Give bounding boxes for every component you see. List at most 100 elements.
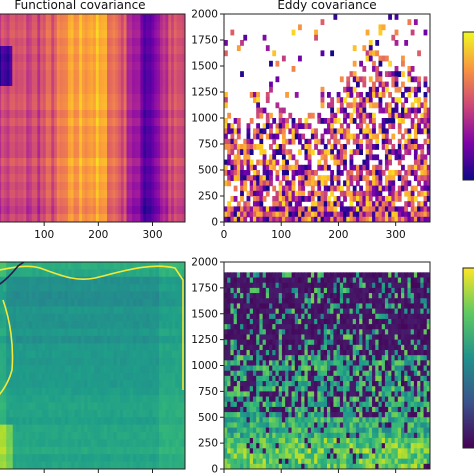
heatmap-cell <box>116 350 121 359</box>
heatmap-cell <box>81 269 85 278</box>
heatmap-cell <box>51 350 56 359</box>
heatmap-cell <box>404 107 409 114</box>
heatmap-cell <box>42 78 47 87</box>
heatmap-cell <box>137 158 142 167</box>
heatmap-cell <box>320 211 325 218</box>
heatmap-cell <box>230 360 235 367</box>
heatmap-cell <box>246 360 251 367</box>
heatmap-cell <box>165 206 169 215</box>
heatmap-cell <box>339 128 344 135</box>
heatmap-cell <box>320 102 325 109</box>
heatmap-cell <box>71 417 76 426</box>
heatmap-cell <box>19 328 24 337</box>
heatmap-cell <box>74 417 79 426</box>
heatmap-cell <box>42 214 47 222</box>
heatmap-cell <box>262 128 267 135</box>
heatmap-cell <box>132 78 136 87</box>
heatmap-cell <box>126 206 130 215</box>
heatmap-cell <box>74 328 79 337</box>
heatmap-cell <box>391 81 396 88</box>
heatmap-cell <box>149 284 154 293</box>
heatmap-cell <box>155 343 160 352</box>
heatmap-cell <box>165 14 169 23</box>
heatmap-cell <box>275 128 280 135</box>
heatmap-cell <box>9 380 14 389</box>
heatmap-cell <box>3 118 8 127</box>
heatmap-cell <box>68 158 72 167</box>
heatmap-cell <box>336 201 341 207</box>
heatmap-cell <box>34 102 38 111</box>
heatmap-cell <box>29 454 33 463</box>
heatmap-cell <box>233 422 238 429</box>
heatmap-cell <box>76 134 80 143</box>
heatmap-cell <box>233 443 238 449</box>
heatmap-cell <box>165 328 170 337</box>
heatmap-cell <box>9 22 13 31</box>
heatmap-cell <box>323 196 328 202</box>
heatmap-cell <box>23 166 27 175</box>
heatmap-cell <box>330 133 335 140</box>
heatmap-cell <box>136 380 141 389</box>
heatmap-cell <box>19 461 24 469</box>
heatmap-cell <box>139 313 144 322</box>
heatmap-cell <box>126 94 130 103</box>
heatmap-cell <box>112 150 116 159</box>
heatmap-cell <box>179 86 183 95</box>
heatmap-cell <box>157 38 161 47</box>
heatmap-cell <box>48 190 52 199</box>
heatmap-cell <box>73 110 77 119</box>
heatmap-cell <box>224 355 228 361</box>
heatmap-cell <box>168 402 173 411</box>
heatmap-cell <box>3 454 7 463</box>
heatmap-cell <box>6 321 11 330</box>
heatmap-cell <box>31 78 36 87</box>
heatmap-cell <box>129 402 134 411</box>
heatmap-cell <box>97 328 102 337</box>
heatmap-cell <box>25 313 30 322</box>
heatmap-cell <box>37 46 41 55</box>
heatmap-cell <box>172 335 176 344</box>
heatmap-cell <box>6 350 11 359</box>
heatmap-cell <box>48 350 53 359</box>
heatmap-cell <box>391 170 396 176</box>
heatmap-cell <box>240 303 244 310</box>
heatmap-cell <box>384 159 389 166</box>
heatmap-cell <box>107 214 111 222</box>
heatmap-cell <box>227 443 232 449</box>
heatmap-cell <box>68 417 72 426</box>
heatmap-cell <box>352 45 357 51</box>
heatmap-cell <box>227 355 232 361</box>
heatmap-cell <box>381 144 386 150</box>
heatmap-cell <box>12 432 17 441</box>
heatmap-cell <box>142 424 147 433</box>
heatmap-cell <box>1 166 5 175</box>
heatmap-cell <box>426 86 430 93</box>
heatmap-cell <box>240 318 244 325</box>
heatmap-cell <box>355 123 360 129</box>
heatmap-cell <box>38 284 43 293</box>
heatmap-cell <box>227 432 232 439</box>
heatmap-cell <box>55 365 59 374</box>
heatmap-cell <box>51 439 56 448</box>
heatmap-cell <box>23 94 27 103</box>
heatmap-cell <box>100 372 105 381</box>
heatmap-cell <box>165 30 169 39</box>
heatmap-cell <box>243 149 248 155</box>
heatmap-cell <box>168 269 173 278</box>
heatmap-cell <box>71 343 76 352</box>
heatmap-cell <box>126 190 130 199</box>
heatmap-cell <box>162 38 167 47</box>
heatmap-cell <box>54 94 58 103</box>
heatmap-cell <box>107 387 111 396</box>
heatmap-cell <box>16 409 20 418</box>
heatmap-cell <box>182 30 185 39</box>
heatmap-cell <box>56 134 61 143</box>
heatmap-cell <box>243 349 248 356</box>
heatmap-cell <box>349 190 354 197</box>
heatmap-cell <box>327 175 331 181</box>
heatmap-cell <box>16 306 20 315</box>
heatmap-cell <box>349 71 354 77</box>
heatmap-cell <box>107 298 111 307</box>
heatmap-cell <box>243 412 248 418</box>
heatmap-cell <box>116 358 121 367</box>
